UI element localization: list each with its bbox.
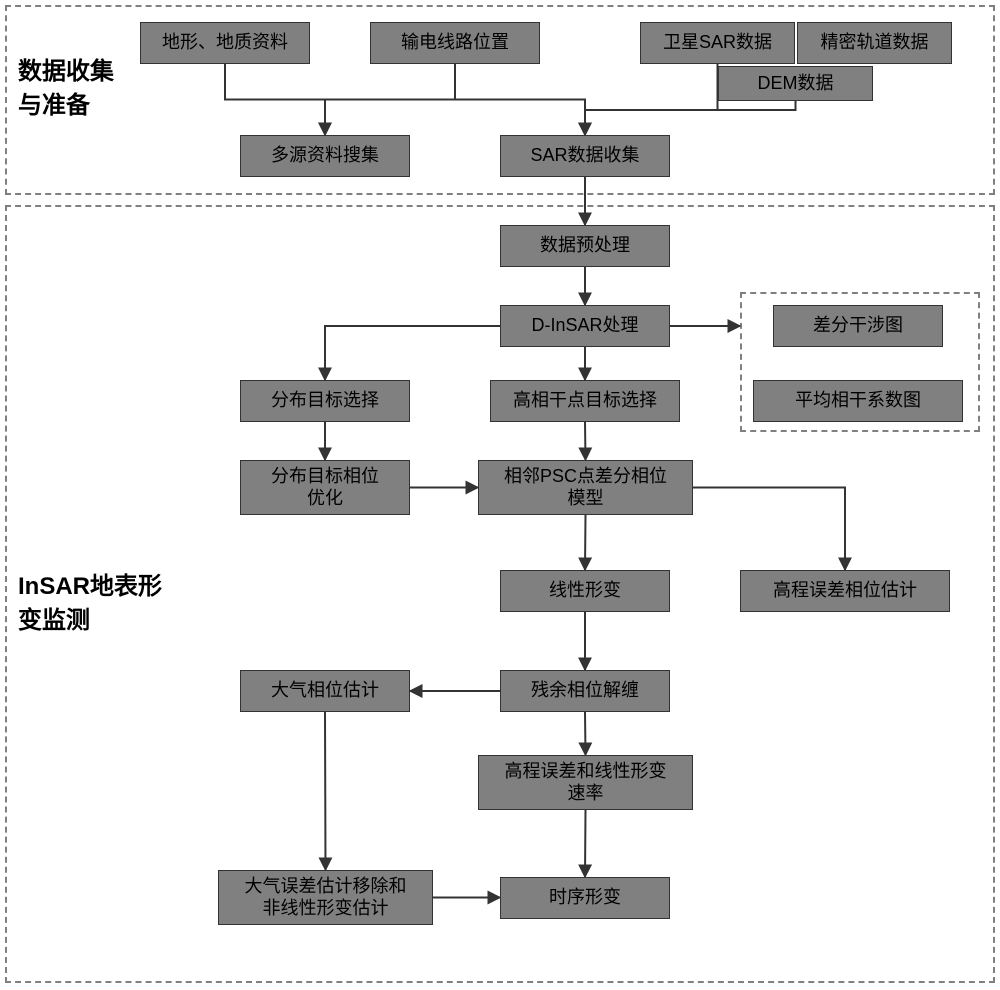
node-cohsel: 高相干点目标选择 <box>490 380 680 422</box>
node-terrain: 地形、地质资料 <box>140 22 310 64</box>
node-ts: 时序形变 <box>500 877 670 919</box>
node-dem: DEM数据 <box>718 66 873 101</box>
label-insar-monitoring: InSAR地表形变监测 <box>18 570 162 637</box>
node-pscmodel: 相邻PSC点差分相位模型 <box>478 460 693 515</box>
node-lindef: 线性形变 <box>500 570 670 612</box>
node-multi: 多源资料搜集 <box>240 135 410 177</box>
node-distsel: 分布目标选择 <box>240 380 410 422</box>
node-cohmap: 平均相干系数图 <box>753 380 963 422</box>
node-unwrap: 残余相位解缠 <box>500 670 670 712</box>
node-dinsar: D-InSAR处理 <box>500 305 670 347</box>
node-elevrate: 高程误差和线性形变速率 <box>478 755 693 810</box>
node-sarraw: 卫星SAR数据 <box>640 22 795 64</box>
node-diffmap: 差分干涉图 <box>773 305 943 347</box>
label-data-collection: 数据收集与准备 <box>18 55 114 122</box>
node-atmrem: 大气误差估计移除和非线性形变估计 <box>218 870 433 925</box>
node-preproc: 数据预处理 <box>500 225 670 267</box>
node-atmest: 大气相位估计 <box>240 670 410 712</box>
node-sarcol: SAR数据收集 <box>500 135 670 177</box>
node-elevest: 高程误差相位估计 <box>740 570 950 612</box>
node-orbit: 精密轨道数据 <box>797 22 952 64</box>
node-line: 输电线路位置 <box>370 22 540 64</box>
node-distopt: 分布目标相位优化 <box>240 460 410 515</box>
